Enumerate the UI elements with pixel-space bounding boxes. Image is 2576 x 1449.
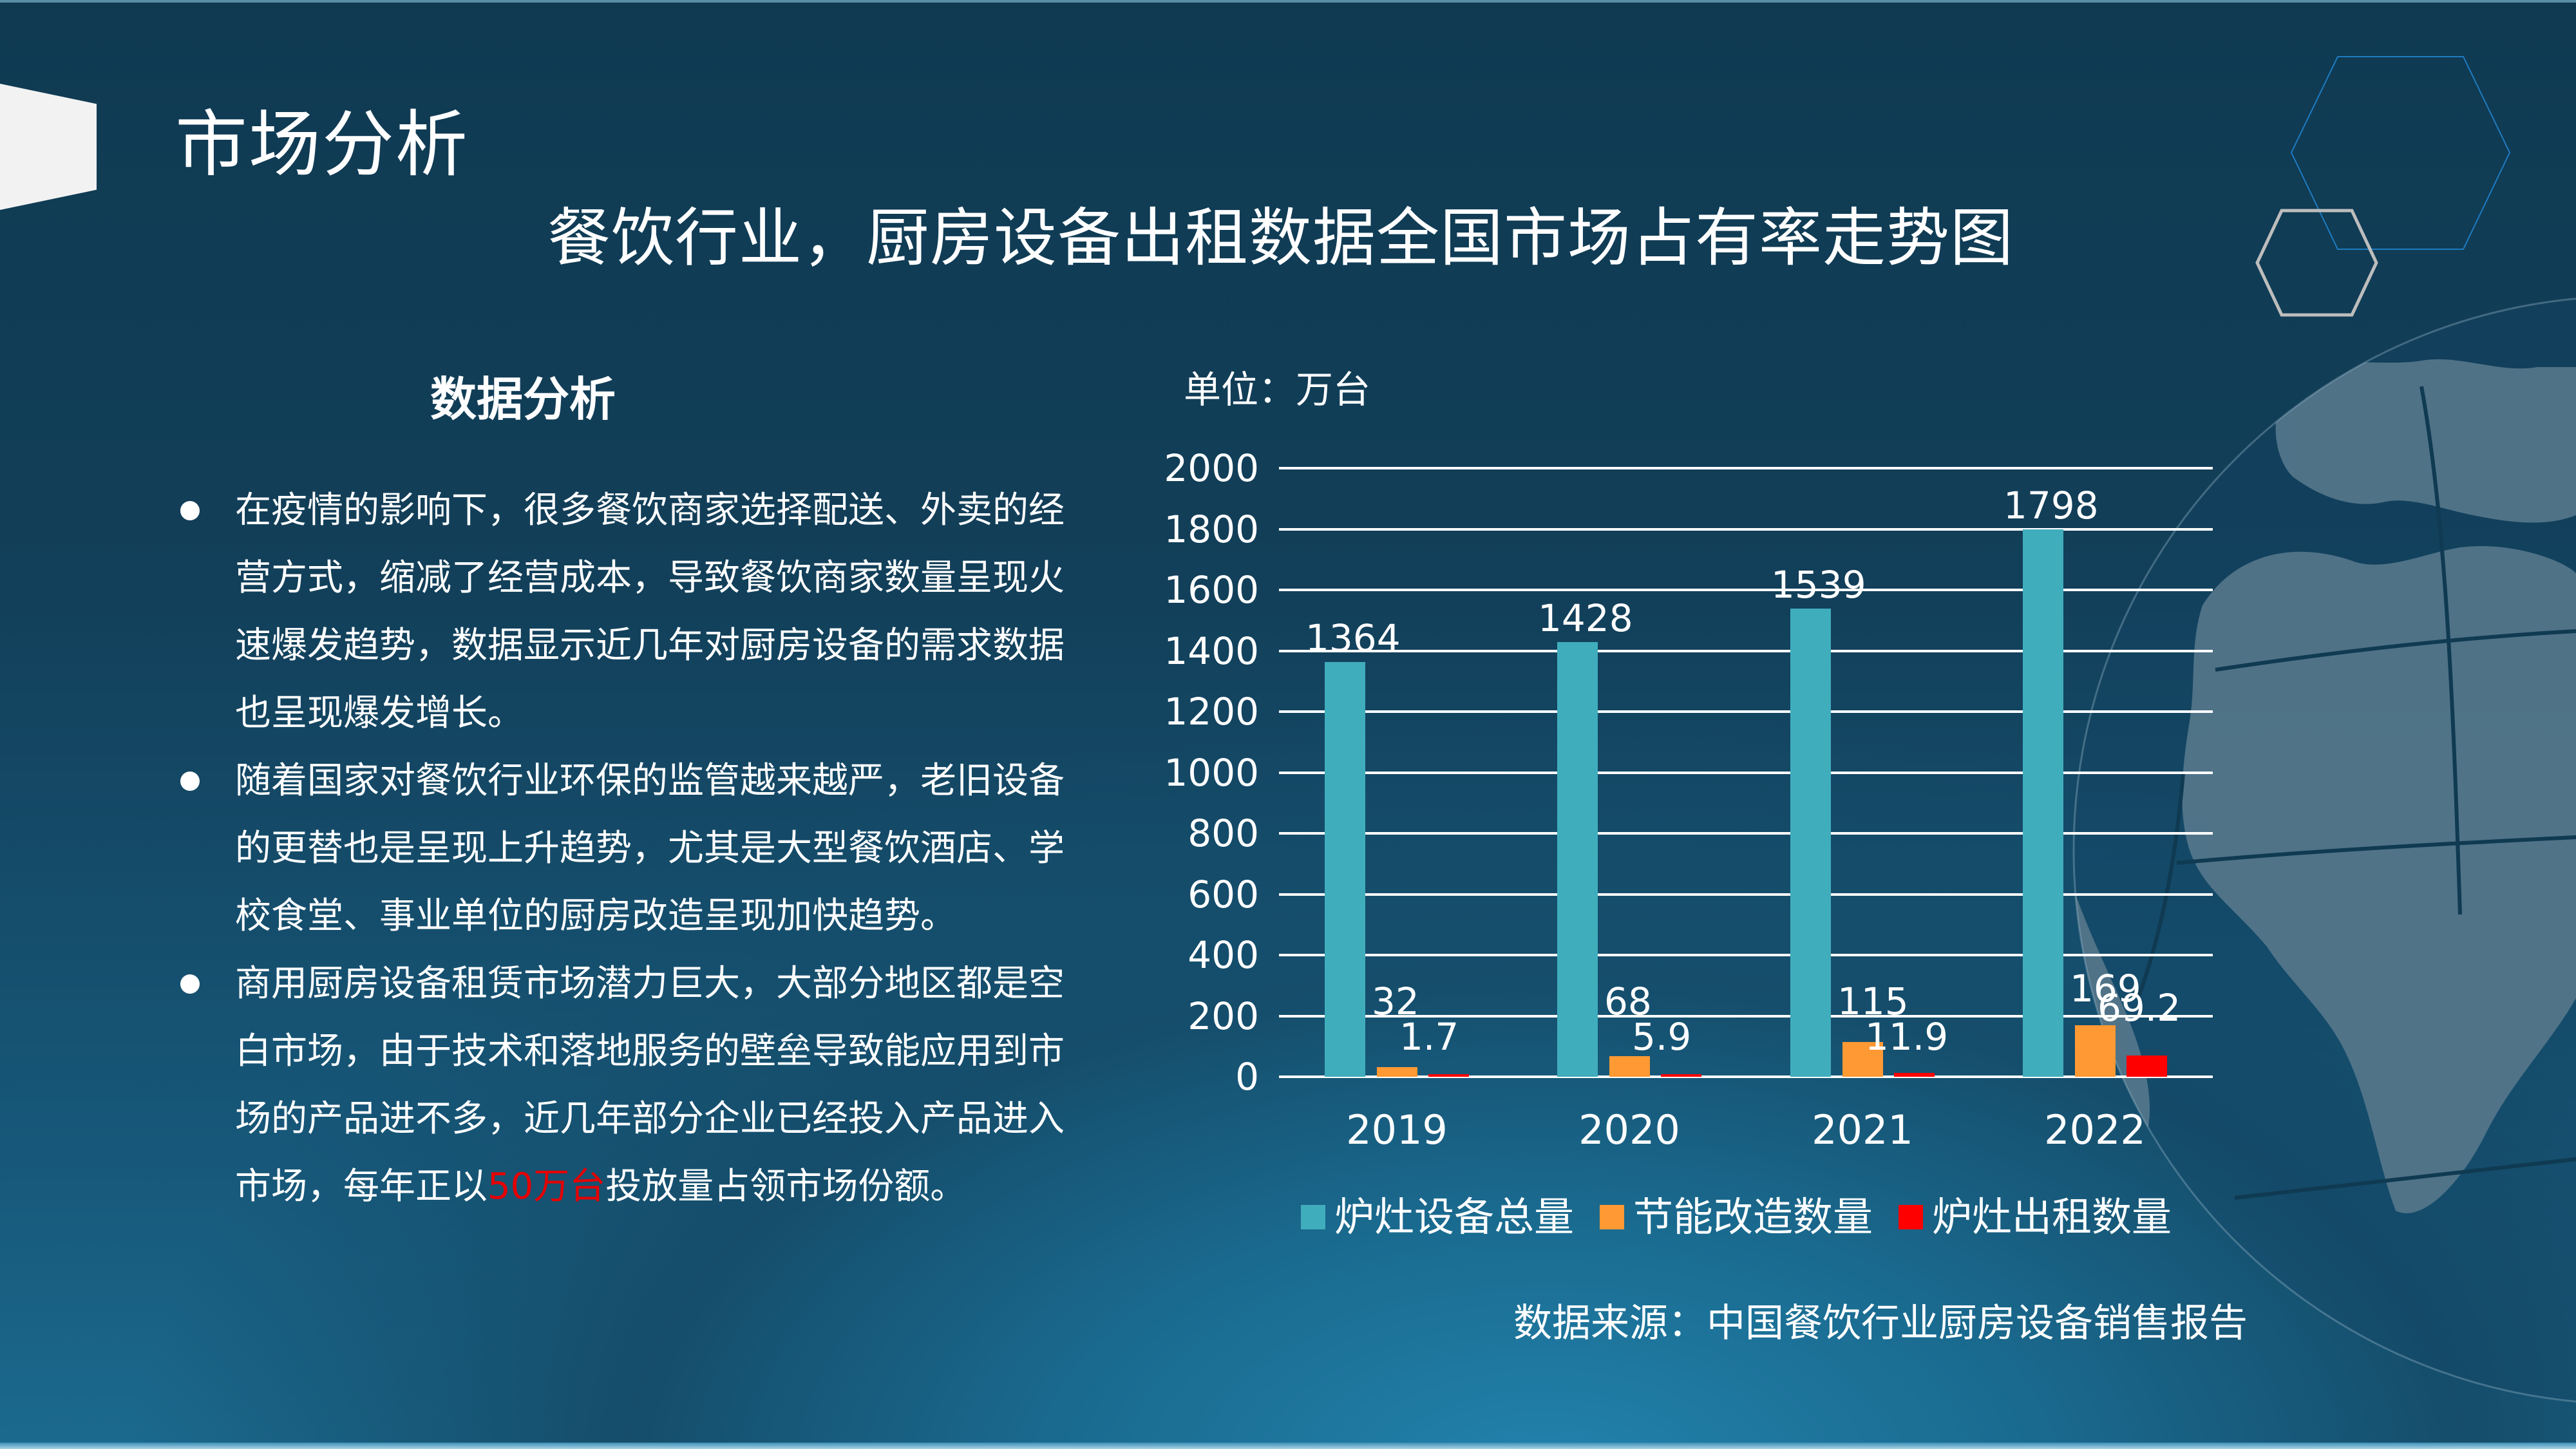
data-label: 11.9 (1865, 1015, 1949, 1059)
legend-item-retrofit: 节能改造数量 (1600, 1191, 1873, 1243)
page-title: 市场分析 (175, 103, 469, 187)
hexagon-large-icon (2290, 56, 2511, 250)
bar-total-2022 (2023, 529, 2063, 1077)
bullet-text: 在疫情的影响下，很多餐饮商家选择配送、外卖的经营方式，缩减了经营成本，导致餐饮商… (235, 489, 1065, 734)
analysis-heading: 数据分析 (430, 372, 616, 426)
legend-item-rental: 炉灶出租数量 (1899, 1191, 2172, 1243)
unit-label: 单位：万台 (1184, 368, 1371, 412)
bullet-text-after: 投放量占领市场份额。 (605, 1166, 967, 1208)
y-tick-label: 1600 (1164, 568, 1259, 612)
legend-item-total: 炉灶设备总量 (1301, 1191, 1574, 1243)
bar-total-2020 (1557, 642, 1598, 1077)
y-tick-label: 200 (1188, 994, 1259, 1038)
gridline (1279, 893, 2213, 896)
data-label: 1364 (1305, 616, 1401, 660)
y-tick-label: 1000 (1164, 750, 1259, 795)
bar-retrofit-2022 (2075, 1025, 2116, 1077)
data-label: 69.2 (2098, 986, 2181, 1030)
title-tab-decoration (0, 84, 97, 210)
gridline (1279, 1075, 2213, 1078)
legend-label: 炉灶设备总量 (1334, 1193, 1575, 1240)
bullet-dot-icon (180, 772, 200, 791)
bullet-item-3: 商用厨房设备租赁市场潜力巨大，大部分地区都是空白市场，由于技术和落地服务的壁垒导… (174, 950, 1088, 1220)
hexagon-small-icon (2255, 209, 2378, 317)
gridline (1279, 954, 2213, 956)
bullet-text: 随着国家对餐饮行业环保的监管越来越严，老旧设备的更替也是呈现上升趋势，尤其是大型… (235, 760, 1065, 937)
data-label: 115 (1837, 980, 1909, 1023)
bar-retrofit-2021 (1842, 1041, 1883, 1077)
x-tick-label: 2021 (1812, 1106, 1913, 1153)
data-label: 5.9 (1632, 1015, 1692, 1059)
y-tick-label: 2000 (1164, 446, 1259, 490)
top-border (0, 0, 2576, 3)
chart-legend: 炉灶设备总量 节能改造数量 炉灶出租数量 (1301, 1191, 2172, 1243)
x-tick-label: 2019 (1346, 1106, 1448, 1153)
legend-label: 炉灶出租数量 (1932, 1193, 2172, 1240)
chart-title: 餐饮行业，厨房设备出租数据全国市场占有率走势图 (547, 202, 2014, 275)
gridline (1279, 710, 2213, 713)
bullet-dot-icon (180, 501, 200, 520)
bar-rental-2022 (2126, 1056, 2167, 1077)
data-label: 68 (1604, 980, 1652, 1023)
highlight-value: 50万台 (488, 1166, 606, 1208)
y-tick-label: 0 (1235, 1055, 1259, 1099)
bottom-border (0, 1443, 2576, 1449)
bar-rental-2020 (1661, 1074, 1701, 1077)
gridline (1279, 467, 2213, 469)
gridline (1279, 589, 2213, 591)
bullet-item-1: 在疫情的影响下，很多餐饮商家选择配送、外卖的经营方式，缩减了经营成本，导致餐饮商… (174, 477, 1088, 747)
data-label: 169 (2070, 967, 2141, 1010)
data-label: 32 (1372, 980, 1419, 1023)
bar-total-2019 (1325, 661, 1365, 1077)
bar-chart-plot: 1364 32 1.7 1428 68 5.9 1539 115 11.9 1798 169 69.2 (1279, 467, 2213, 1078)
gridline (1279, 649, 2213, 652)
bar-retrofit-2020 (1609, 1056, 1650, 1077)
bullet-item-2: 随着国家对餐饮行业环保的监管越来越严，老旧设备的更替也是呈现上升趋势，尤其是大型… (174, 747, 1088, 950)
bar-retrofit-2019 (1377, 1066, 1417, 1077)
analysis-bullet-list: 在疫情的影响下，很多餐饮商家选择配送、外卖的经营方式，缩减了经营成本，导致餐饮商… (174, 477, 1088, 1220)
data-label: 1798 (2003, 484, 2099, 528)
bar-rental-2019 (1428, 1074, 1469, 1077)
gridline (1279, 527, 2213, 531)
y-tick-label: 1400 (1164, 629, 1259, 673)
globe-decoration-icon (2072, 298, 2576, 1403)
bullet-text-before: 商用厨房设备租赁市场潜力巨大，大部分地区都是空白市场，由于技术和落地服务的壁垒导… (235, 963, 1065, 1208)
y-tick-label: 600 (1188, 872, 1259, 916)
data-label: 1428 (1538, 596, 1633, 641)
y-tick-label: 400 (1188, 933, 1259, 977)
data-source: 数据来源：中国餐饮行业厨房设备销售报告 (1513, 1301, 2248, 1346)
data-label: 1539 (1771, 562, 1866, 607)
legend-swatch-icon (1899, 1205, 1924, 1229)
bar-rental-2021 (1894, 1073, 1935, 1077)
bar-total-2021 (1790, 608, 1831, 1077)
gridline (1279, 832, 2213, 835)
legend-label: 节能改造数量 (1633, 1193, 1873, 1240)
x-tick-label: 2020 (1578, 1106, 1680, 1153)
gridline (1279, 1014, 2213, 1018)
y-tick-label: 1800 (1164, 507, 1259, 551)
data-label: 1.7 (1399, 1015, 1459, 1059)
legend-swatch-icon (1301, 1205, 1325, 1229)
gridline (1279, 771, 2213, 774)
bullet-dot-icon (180, 974, 200, 994)
x-tick-label: 2022 (2044, 1106, 2146, 1153)
y-tick-label: 800 (1188, 811, 1259, 855)
legend-swatch-icon (1600, 1205, 1625, 1229)
y-tick-label: 1200 (1164, 690, 1259, 734)
